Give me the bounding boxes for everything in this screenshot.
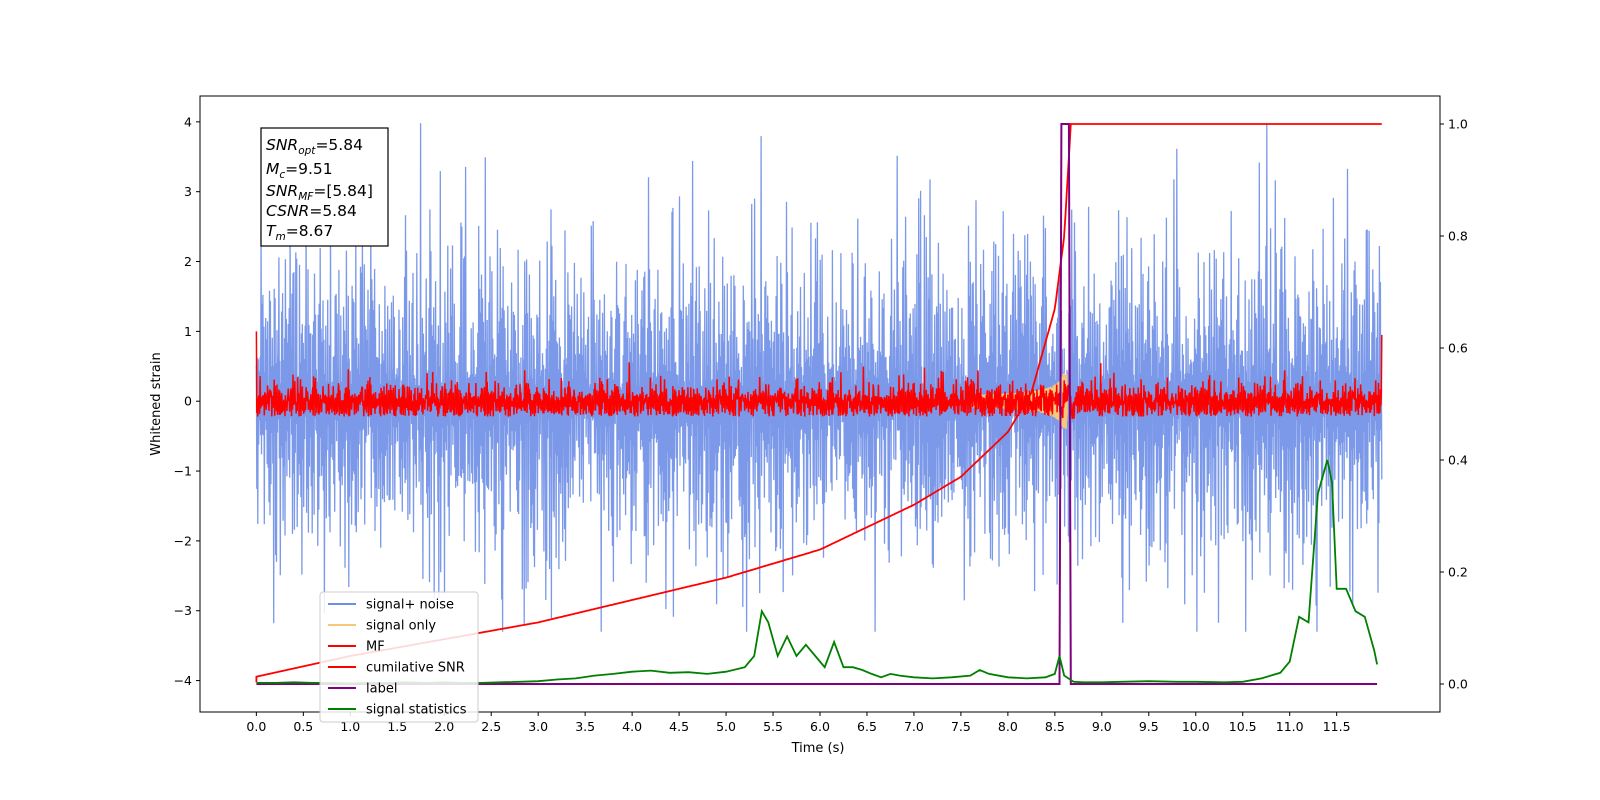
x-tick-label: 5.5 bbox=[763, 719, 783, 734]
y-tick-label: −1 bbox=[174, 464, 192, 479]
y2-tick-label: 0.8 bbox=[1448, 229, 1468, 244]
x-tick-label: 8.5 bbox=[1045, 719, 1065, 734]
annotation-snr-mf: SNRMF=[5.84] bbox=[266, 182, 373, 203]
y-tick-label: 4 bbox=[184, 114, 192, 129]
legend-frame bbox=[319, 591, 479, 723]
y2-tick-label: 0.2 bbox=[1448, 565, 1468, 580]
y-tick-label: 1 bbox=[184, 324, 192, 339]
y-tick-label: 2 bbox=[184, 254, 192, 269]
x-tick-label: 9.0 bbox=[1092, 719, 1112, 734]
y2-tick-label: 1.0 bbox=[1448, 117, 1468, 132]
annotation-frame bbox=[260, 127, 389, 247]
legend-label: signal+ noise bbox=[366, 598, 454, 613]
x-tick-label: 0.5 bbox=[293, 719, 313, 734]
y-tick-label: −2 bbox=[174, 533, 192, 548]
x-tick-label: 7.5 bbox=[951, 719, 971, 734]
y-tick-label: 0 bbox=[184, 394, 192, 409]
annotation-snr-opt: SNRopt=5.84 bbox=[266, 136, 363, 157]
legend-label: signal only bbox=[366, 619, 436, 634]
x-tick-label: 4.5 bbox=[669, 719, 689, 734]
x-tick-label: 10.5 bbox=[1229, 719, 1257, 734]
x-tick-label: 4.0 bbox=[622, 719, 642, 734]
series-signal-noise bbox=[255, 123, 1383, 632]
x-axis: 0.0 0.5 1.0 1.5 2.0 2.5 3.0 3.5 4.0 4.5 5.0 5.5 6.0 6… bbox=[246, 712, 1351, 734]
x-tick-label: 5.0 bbox=[716, 719, 736, 734]
x-tick-label: 1.5 bbox=[387, 719, 407, 734]
legend: signal+ noise signal only MF cumilative SNR… bbox=[319, 591, 479, 723]
series-signal-statistics bbox=[256, 459, 1378, 685]
y-tick-label: −3 bbox=[174, 603, 192, 618]
annotation-csnr: CSNR=5.84 bbox=[266, 202, 357, 220]
y-axis-right: 1.0 0.8 0.6 0.4 0.2 0.0 bbox=[1440, 117, 1468, 692]
y-tick-label: 3 bbox=[184, 184, 192, 199]
x-tick-label: 3.5 bbox=[575, 719, 595, 734]
y2-tick-label: 0.4 bbox=[1448, 453, 1468, 468]
x-tick-label: 6.0 bbox=[810, 719, 830, 734]
annotation-box: SNRopt=5.84 Mc=9.51 SNRMF=[5.84] CSNR=5.… bbox=[260, 127, 389, 247]
y-axis-left: 4 3 2 1 0 −1 −2 −3 −4 bbox=[174, 114, 200, 688]
x-tick-label: 2.5 bbox=[481, 719, 501, 734]
legend-label: cumilative SNR bbox=[366, 661, 465, 676]
y-axis-label: Whitened strain bbox=[149, 352, 164, 455]
x-tick-label: 2.0 bbox=[434, 719, 454, 734]
x-tick-label: 7.0 bbox=[904, 719, 924, 734]
annotation-mc: Mc=9.51 bbox=[266, 160, 333, 181]
x-tick-label: 1.0 bbox=[340, 719, 360, 734]
x-tick-label: 11.0 bbox=[1276, 719, 1304, 734]
x-tick-label: 9.5 bbox=[1139, 719, 1159, 734]
x-tick-label: 0.0 bbox=[246, 719, 266, 734]
legend-label: signal statistics bbox=[366, 703, 467, 718]
x-tick-label: 10.0 bbox=[1182, 719, 1210, 734]
x-axis-label: Time (s) bbox=[791, 741, 845, 756]
y2-tick-label: 0.0 bbox=[1448, 677, 1468, 692]
y-tick-label: −4 bbox=[174, 673, 192, 688]
x-tick-label: 3.0 bbox=[528, 719, 548, 734]
x-tick-label: 6.5 bbox=[857, 719, 877, 734]
series-label bbox=[256, 123, 1378, 685]
annotation-tm: Tm=8.67 bbox=[266, 222, 333, 243]
series-mf bbox=[255, 331, 1383, 419]
x-tick-label: 11.5 bbox=[1323, 719, 1351, 734]
x-tick-label: 8.0 bbox=[998, 719, 1018, 734]
legend-label: MF bbox=[366, 640, 385, 655]
y2-tick-label: 0.6 bbox=[1448, 341, 1468, 356]
legend-label: label bbox=[366, 682, 397, 697]
